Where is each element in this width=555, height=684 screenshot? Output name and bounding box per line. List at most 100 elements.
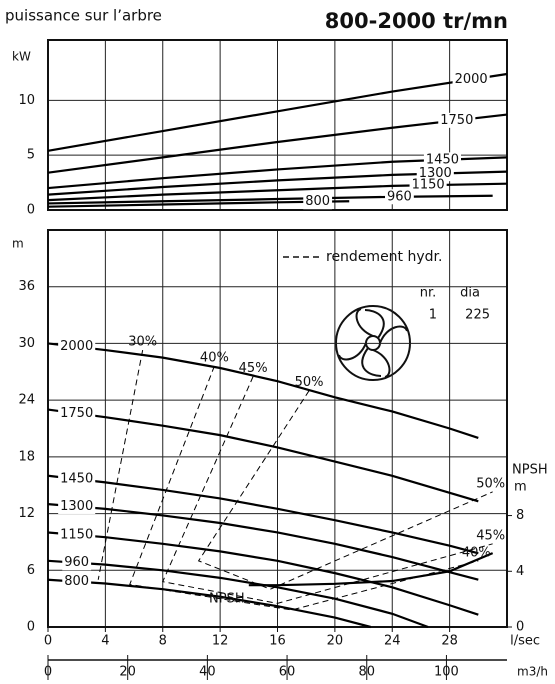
info-header: nr.: [420, 286, 437, 301]
y-tick-label: 18: [18, 449, 35, 464]
series-label: 1150: [60, 527, 93, 542]
label-background: [58, 471, 96, 487]
series-label: 50%: [295, 375, 324, 390]
efficiency-line: [97, 349, 144, 580]
y-tick-label: 0: [27, 620, 35, 635]
efficiency-line: [197, 390, 493, 590]
y2-tick-label: 8: [516, 508, 524, 523]
x-tick-label: 0: [44, 634, 52, 649]
label-background: [385, 189, 414, 205]
series-label: 2000: [455, 72, 488, 87]
y-tick-label: 10: [18, 93, 35, 108]
series-line: [47, 72, 508, 152]
x2-tick-label: 40: [199, 665, 216, 680]
series-label: 800: [305, 194, 330, 209]
series-line: [47, 194, 493, 205]
y-tick-label: 12: [18, 506, 35, 521]
x-tick-label: 28: [441, 634, 458, 649]
impeller-vane: [379, 325, 408, 344]
series-line: [47, 531, 479, 616]
y-tick-label: 24: [18, 393, 35, 408]
series-label: 50%: [476, 476, 505, 491]
x2-tick-label: 60: [279, 665, 296, 680]
y2-tick-label: 0: [516, 620, 524, 635]
x2-tick-label: 80: [358, 665, 375, 680]
series-label: 800: [64, 574, 89, 589]
y-tick-label: 36: [18, 279, 35, 294]
y2-tick-label: 4: [516, 564, 524, 579]
legend-note: rendement hydr.: [326, 249, 442, 265]
label-background: [58, 527, 96, 543]
info-cell: 1: [429, 308, 437, 323]
y2-axis-label: NPSH: [512, 463, 548, 478]
series-label: 960: [387, 189, 412, 204]
x2-axis-label: m3/h: [517, 665, 548, 679]
impeller-vane: [372, 349, 391, 378]
y-axis-label: kW: [12, 50, 31, 64]
x-tick-label: 20: [327, 634, 344, 649]
plot-frame: [47, 39, 508, 211]
series-line: [47, 578, 372, 629]
plot-frame: [47, 229, 508, 628]
x-tick-label: 4: [101, 634, 109, 649]
y-tick-label: 5: [27, 148, 35, 163]
series-label: 1300: [60, 499, 93, 514]
series-label: 45%: [239, 361, 268, 376]
x-tick-label: 12: [212, 634, 229, 649]
series-label: 2000: [60, 339, 93, 354]
label-background: [416, 166, 454, 182]
label-background: [58, 498, 96, 514]
series-label: 45%: [476, 528, 505, 543]
x-tick-label: 8: [159, 634, 167, 649]
y2-axis-unit: m: [514, 480, 527, 495]
label-background: [438, 112, 476, 128]
series-line: [248, 552, 494, 587]
series-label: 1150: [412, 178, 445, 193]
impeller-vane: [355, 308, 374, 337]
efficiency-line: [129, 365, 479, 611]
impeller-vane: [364, 309, 385, 339]
y-tick-label: 30: [18, 336, 35, 351]
series-label: 30%: [128, 335, 157, 350]
series-line: [47, 113, 508, 174]
series-label: 1450: [60, 472, 93, 487]
series-label: 1300: [419, 166, 452, 181]
x2-tick-label: 20: [119, 665, 136, 680]
series-label: 1750: [440, 113, 473, 128]
impeller-vane: [361, 347, 382, 377]
info-cell: 225: [465, 308, 490, 323]
label-background: [62, 555, 92, 571]
y-tick-label: 6: [27, 563, 35, 578]
info-header: dia: [460, 286, 480, 301]
label-background: [409, 177, 447, 193]
series-line: [47, 408, 479, 503]
chart-subtitle: 800-2000 tr/mn: [325, 9, 508, 33]
label-background: [62, 574, 92, 590]
label-background: [58, 405, 96, 421]
chart-title: puissance sur l’arbre: [5, 7, 162, 25]
series-line: [47, 503, 479, 581]
x-axis-label: l/sec: [510, 634, 540, 649]
x2-tick-label: 100: [434, 665, 459, 680]
y-axis-label: m: [12, 237, 24, 251]
series-line: [47, 342, 479, 439]
label-background: [423, 152, 461, 168]
y-tick-label: 0: [27, 203, 35, 218]
efficiency-line: [162, 376, 493, 604]
series-label: NPSH: [209, 592, 245, 607]
x-tick-label: 16: [269, 634, 286, 649]
series-label: 1450: [426, 152, 459, 167]
label-background: [58, 339, 96, 355]
series-label: 1750: [60, 406, 93, 421]
series-line: [47, 474, 479, 555]
series-line: [47, 559, 429, 629]
label-background: [303, 194, 333, 210]
series-label: 960: [64, 555, 89, 570]
x-tick-label: 24: [384, 634, 401, 649]
series-label: 40%: [200, 351, 229, 366]
impeller-vane: [338, 342, 367, 361]
label-background: [452, 71, 490, 87]
series-label: 40%: [462, 545, 491, 560]
x2-tick-label: 0: [44, 665, 52, 680]
